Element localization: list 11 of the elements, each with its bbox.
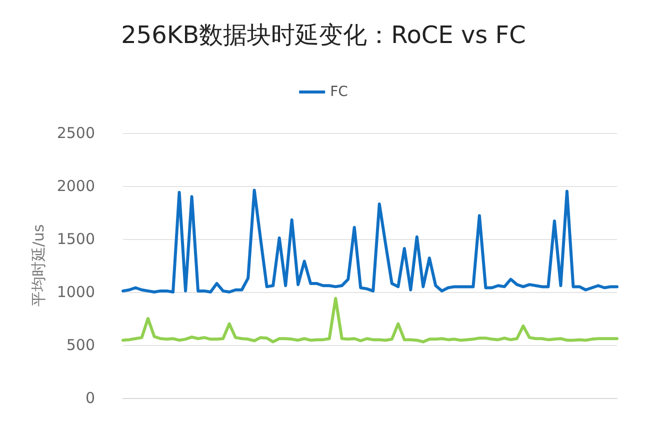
- line-series: [122, 188, 618, 294]
- legend-label: FC: [330, 84, 348, 100]
- chart-title: 256KB数据块时延变化：RoCE vs FC: [121, 21, 526, 49]
- y-tick-label: 2500: [56, 124, 95, 142]
- y-axis-title: 平均时延/us: [29, 224, 48, 307]
- y-tick-label: 0: [85, 389, 95, 407]
- y-tick-label: 500: [66, 336, 95, 354]
- y-tick-label: 1500: [56, 230, 95, 248]
- y-tick-label: 2000: [56, 177, 95, 195]
- y-tick-label: 1000: [56, 283, 95, 301]
- line-series: [122, 296, 618, 344]
